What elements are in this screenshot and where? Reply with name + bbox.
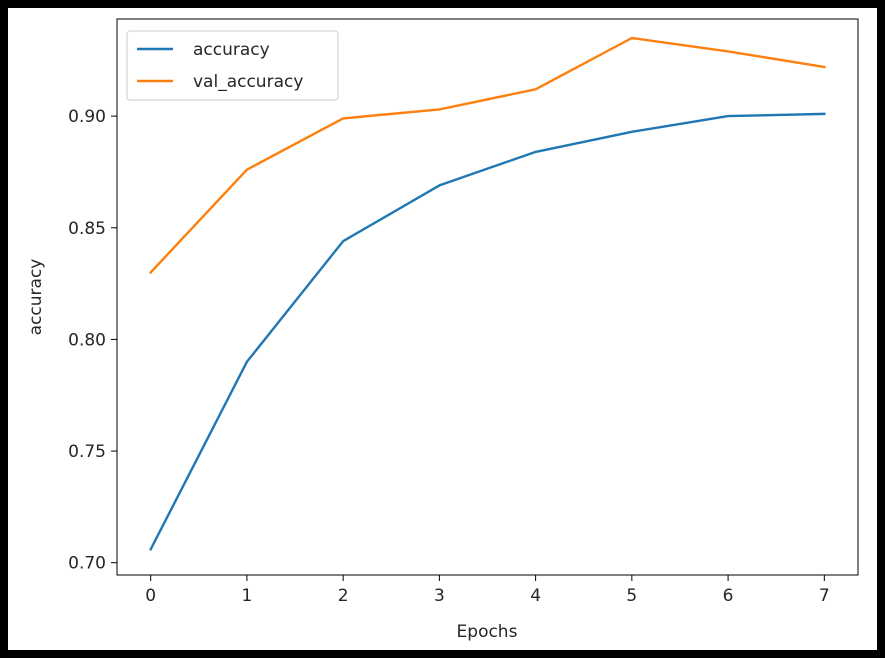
y-axis-label: accuracy bbox=[26, 259, 46, 336]
x-tick-label: 4 bbox=[530, 586, 541, 606]
x-axis-label: Epochs bbox=[457, 622, 518, 642]
plot-frame bbox=[116, 18, 859, 576]
x-tick-label: 5 bbox=[626, 586, 637, 606]
y-tick-label: 0.80 bbox=[68, 330, 106, 350]
legend-label-val-accuracy: val_accuracy bbox=[193, 72, 303, 92]
x-tick-label: 3 bbox=[434, 586, 445, 606]
legend-box bbox=[126, 30, 339, 101]
y-tick-label: 0.85 bbox=[68, 219, 106, 239]
x-tick-label: 0 bbox=[145, 586, 156, 606]
y-tick-label: 0.75 bbox=[68, 442, 106, 462]
y-tick-label: 0.90 bbox=[68, 107, 106, 127]
line-chart: 0 1 2 3 4 5 6 7 0.70 0.75 0.80 0.85 0.90 Epochs accu… bbox=[26, 18, 859, 642]
plot-background bbox=[117, 19, 858, 575]
x-tick-label: 2 bbox=[338, 586, 349, 606]
x-tick-label: 6 bbox=[723, 586, 734, 606]
y-tick-label: 0.70 bbox=[68, 554, 106, 574]
series-line-val-accuracy bbox=[149, 36, 826, 275]
series-line-accuracy bbox=[149, 112, 826, 551]
legend-label-accuracy: accuracy bbox=[193, 40, 270, 60]
figure-canvas: 0 1 2 3 4 5 6 7 0.70 0.75 0.80 0.85 0.90 Epochs accu… bbox=[8, 8, 877, 650]
x-tick-label: 1 bbox=[242, 586, 253, 606]
x-tick-label: 7 bbox=[819, 586, 830, 606]
legend: accuracy val_accuracy bbox=[126, 30, 339, 101]
